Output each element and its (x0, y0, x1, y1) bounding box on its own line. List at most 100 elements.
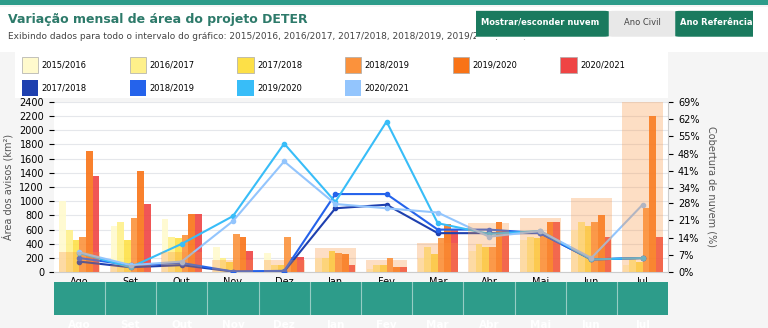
Bar (59, 253, 100, 272)
Bar (291, 257, 297, 272)
Bar (247, 251, 253, 272)
Bar (316, 258, 322, 272)
Text: Ano Referência: Ano Referência (680, 18, 753, 27)
Bar (66, 230, 73, 272)
FancyBboxPatch shape (237, 57, 253, 73)
Bar (489, 247, 495, 272)
Bar (520, 218, 561, 272)
Bar (598, 215, 604, 272)
Bar (220, 258, 227, 272)
Bar (182, 235, 188, 272)
Text: 2018/2019: 2018/2019 (365, 60, 409, 70)
Bar (73, 240, 79, 272)
Text: Atualizado até: 24/02/2021: Atualizado até: 24/02/2021 (635, 9, 749, 18)
Bar (162, 219, 168, 272)
Bar (547, 222, 554, 272)
Bar (188, 214, 195, 272)
Bar (227, 262, 233, 272)
Bar (118, 222, 124, 272)
Bar (534, 238, 540, 272)
Text: Ano Civil: Ano Civil (624, 18, 660, 27)
Bar (93, 176, 99, 272)
Bar (520, 240, 527, 272)
Bar (656, 237, 663, 272)
Bar (380, 265, 386, 272)
Bar (636, 262, 643, 272)
Bar (297, 257, 304, 272)
Bar (124, 240, 131, 272)
Bar (342, 254, 349, 272)
Bar (578, 222, 584, 272)
Bar (110, 265, 151, 272)
Text: 2017/2018: 2017/2018 (41, 83, 87, 92)
Bar (451, 230, 458, 272)
FancyBboxPatch shape (237, 80, 253, 96)
Text: Variação mensal de área do projeto DETER: Variação mensal de área do projeto DETER (8, 13, 307, 27)
Bar (445, 224, 451, 272)
FancyBboxPatch shape (561, 57, 577, 73)
Bar (571, 198, 612, 272)
Bar (629, 258, 636, 272)
Text: 2018/2019: 2018/2019 (149, 83, 194, 92)
FancyBboxPatch shape (609, 11, 675, 37)
FancyBboxPatch shape (345, 57, 361, 73)
Y-axis label: Área dos avisos (km²): Área dos avisos (km²) (2, 134, 14, 240)
Bar (329, 251, 336, 272)
Bar (438, 238, 445, 272)
FancyBboxPatch shape (345, 80, 361, 96)
FancyBboxPatch shape (675, 11, 758, 37)
Bar (373, 265, 380, 272)
Text: 2015/2016: 2015/2016 (41, 60, 87, 70)
Bar (213, 260, 253, 272)
Bar (168, 237, 175, 272)
FancyBboxPatch shape (452, 57, 469, 73)
Bar (322, 258, 329, 272)
Bar (604, 237, 611, 272)
Bar (315, 248, 356, 272)
Bar (137, 171, 144, 272)
Bar (233, 234, 240, 272)
Bar (366, 269, 373, 272)
Bar (400, 267, 406, 272)
Bar (175, 238, 182, 272)
Bar (431, 255, 438, 272)
Bar (623, 265, 629, 272)
Bar (366, 260, 407, 272)
Bar (386, 258, 393, 272)
Bar (584, 226, 591, 272)
FancyBboxPatch shape (22, 57, 38, 73)
Bar (540, 235, 547, 272)
Bar (495, 222, 502, 272)
FancyBboxPatch shape (471, 11, 609, 37)
Bar (502, 230, 509, 272)
Bar (240, 237, 247, 272)
Text: 2016/2017: 2016/2017 (149, 60, 194, 70)
Bar (649, 116, 656, 272)
Bar (86, 152, 93, 272)
Bar (622, 102, 663, 272)
FancyBboxPatch shape (130, 80, 146, 96)
Bar (425, 247, 431, 272)
Text: 2017/2018: 2017/2018 (257, 60, 302, 70)
Bar (131, 218, 137, 272)
Bar (475, 244, 482, 272)
Bar (277, 265, 284, 272)
Bar (393, 267, 400, 272)
Text: 2020/2021: 2020/2021 (580, 60, 625, 70)
Text: 2020/2021: 2020/2021 (365, 83, 409, 92)
Text: Mostrar/esconder nuvem: Mostrar/esconder nuvem (481, 18, 599, 27)
Bar (527, 237, 534, 272)
Bar (554, 222, 560, 272)
Bar (418, 258, 425, 272)
Bar (336, 253, 342, 272)
Bar (643, 208, 649, 272)
Bar (468, 223, 509, 272)
Bar (79, 237, 86, 272)
Bar (417, 243, 458, 272)
Bar (271, 265, 277, 272)
Bar (195, 214, 202, 272)
Bar (161, 253, 202, 272)
Text: 2019/2020: 2019/2020 (472, 60, 517, 70)
Y-axis label: Cobertura de nuvem (%): Cobertura de nuvem (%) (706, 127, 717, 247)
Bar (59, 201, 66, 272)
